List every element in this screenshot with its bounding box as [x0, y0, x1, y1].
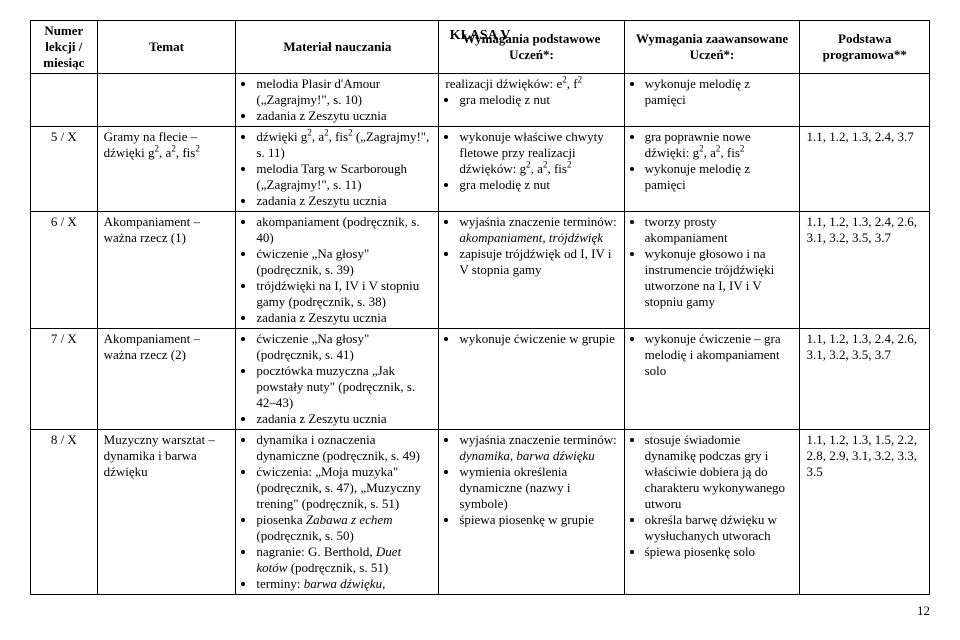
cell-material: ćwiczenie „Na głosy" (podręcznik, s. 41)…: [236, 329, 439, 430]
header-col5: Wymagania zaawansowane Uczeń*:: [624, 21, 800, 74]
table-body: melodia Plasir d'Amour („Zagrajmy!", s. …: [31, 74, 930, 595]
page-number: 12: [30, 603, 930, 619]
cell-zaawansowane: gra poprawnie nowe dźwięki: g2, a2, fis2…: [624, 127, 800, 212]
cell-material: dźwięki g2, a2, fis2 („Zagrajmy!", s. 11…: [236, 127, 439, 212]
table-row: 6 / XAkompaniament – ważna rzecz (1)akom…: [31, 212, 930, 329]
cell-num: 6 / X: [31, 212, 98, 329]
cell-podstawowe: wykonuje ćwiczenie w grupie: [439, 329, 624, 430]
table-row: 8 / XMuzyczny warsztat – dynamika i barw…: [31, 430, 930, 595]
cell-num: 7 / X: [31, 329, 98, 430]
cell-num: [31, 74, 98, 127]
cell-programowa: 1.1, 1.2, 1.3, 2.4, 3.7: [800, 127, 930, 212]
table-row: 7 / XAkompaniament – ważna rzecz (2)ćwic…: [31, 329, 930, 430]
header-col1: Numer lekcji / miesiąc: [31, 21, 98, 74]
curriculum-table: Numer lekcji / miesiąc Temat Materiał na…: [30, 20, 930, 595]
cell-temat: Gramy na flecie – dźwięki g2, a2, fis2: [97, 127, 236, 212]
table-row: melodia Plasir d'Amour („Zagrajmy!", s. …: [31, 74, 930, 127]
cell-zaawansowane: tworzy prosty akompaniamentwykonuje głos…: [624, 212, 800, 329]
cell-material: akompaniament (podręcznik, s. 40)ćwiczen…: [236, 212, 439, 329]
table-row: 5 / XGramy na flecie – dźwięki g2, a2, f…: [31, 127, 930, 212]
cell-programowa: [800, 74, 930, 127]
header-col3: Materiał nauczania: [236, 21, 439, 74]
cell-num: 8 / X: [31, 430, 98, 595]
cell-programowa: 1.1, 1.2, 1.3, 2.4, 2.6, 3.1, 3.2, 3.5, …: [800, 212, 930, 329]
header-col6: Podstawa programowa**: [800, 21, 930, 74]
cell-temat: Akompaniament – ważna rzecz (1): [97, 212, 236, 329]
cell-zaawansowane: wykonuje melodię z pamięci: [624, 74, 800, 127]
cell-zaawansowane: wykonuje ćwiczenie – gra melodię i akomp…: [624, 329, 800, 430]
cell-temat: Muzyczny warsztat – dynamika i barwa dźw…: [97, 430, 236, 595]
cell-material: melodia Plasir d'Amour („Zagrajmy!", s. …: [236, 74, 439, 127]
header-col4: Wymagania podstawowe Uczeń*:: [439, 21, 624, 74]
cell-num: 5 / X: [31, 127, 98, 212]
cell-podstawowe: wyjaśnia znaczenie terminów: dynamika, b…: [439, 430, 624, 595]
cell-material: dynamika i oznaczenia dynamiczne (podręc…: [236, 430, 439, 595]
header-col2: Temat: [97, 21, 236, 74]
cell-zaawansowane: stosuje świadomie dynamikę podczas gry i…: [624, 430, 800, 595]
cell-podstawowe: wykonuje właściwe chwyty fletowe przy re…: [439, 127, 624, 212]
cell-temat: [97, 74, 236, 127]
cell-programowa: 1.1, 1.2, 1.3, 2.4, 2.6, 3.1, 3.2, 3.5, …: [800, 329, 930, 430]
cell-podstawowe: realizacji dźwięków: e2, f2gra melodię z…: [439, 74, 624, 127]
cell-podstawowe: wyjaśnia znaczenie terminów: akompaniame…: [439, 212, 624, 329]
page-wrap: KLASA V Numer lekcji / miesiąc Temat Mat…: [30, 20, 930, 595]
header-row: Numer lekcji / miesiąc Temat Materiał na…: [31, 21, 930, 74]
cell-temat: Akompaniament – ważna rzecz (2): [97, 329, 236, 430]
cell-programowa: 1.1, 1.2, 1.3, 1.5, 2.2, 2.8, 2.9, 3.1, …: [800, 430, 930, 595]
